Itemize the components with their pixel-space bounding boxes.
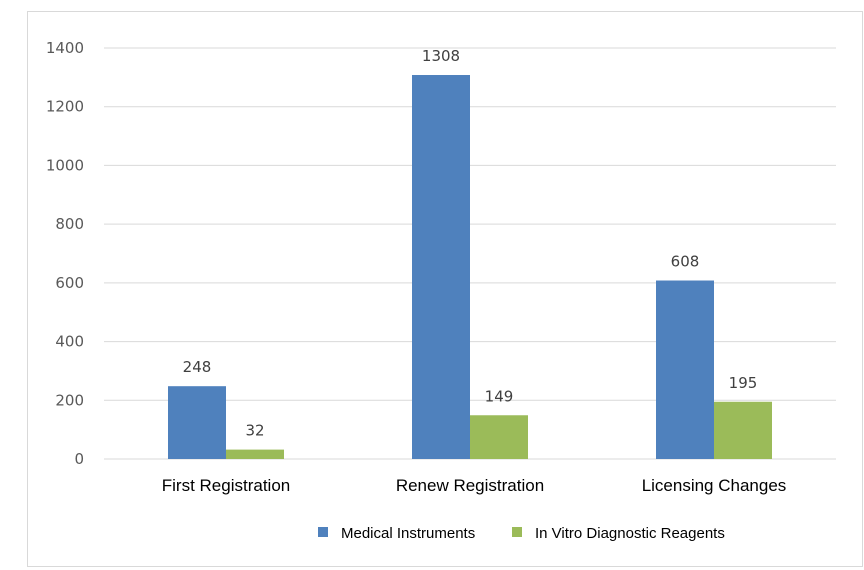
data-labels: 248 32 1308 149 608 195 bbox=[183, 47, 758, 440]
y-tick-label: 800 bbox=[55, 215, 84, 233]
bar bbox=[470, 415, 528, 459]
legend-label: In Vitro Diagnostic Reagents bbox=[535, 525, 725, 542]
x-category-label: Licensing Changes bbox=[642, 476, 787, 495]
legend-label: Medical Instruments bbox=[341, 525, 475, 542]
y-tick-label: 200 bbox=[55, 391, 84, 409]
data-label: 608 bbox=[671, 253, 700, 271]
y-axis-ticks: 0 200 400 600 800 1000 1200 1400 bbox=[46, 39, 84, 468]
y-tick-label: 1200 bbox=[46, 98, 84, 116]
bar bbox=[714, 401, 772, 459]
category-labels: First Registration Renew Registration Lice… bbox=[162, 476, 787, 495]
legend-swatch bbox=[512, 527, 522, 537]
bar bbox=[226, 449, 284, 459]
y-tick-label: 0 bbox=[74, 450, 84, 468]
x-category-label: First Registration bbox=[162, 476, 290, 495]
y-tick-label: 1000 bbox=[46, 156, 84, 174]
data-label: 248 bbox=[183, 358, 212, 376]
bar bbox=[412, 75, 470, 459]
y-tick-label: 400 bbox=[55, 333, 84, 351]
bars bbox=[168, 75, 772, 459]
data-label: 195 bbox=[729, 374, 758, 392]
bar bbox=[168, 386, 226, 459]
x-category-label: Renew Registration bbox=[396, 476, 544, 495]
legend-item: In Vitro Diagnostic Reagents bbox=[512, 525, 725, 542]
data-label: 149 bbox=[485, 387, 514, 405]
data-label: 32 bbox=[245, 422, 264, 440]
legend: Medical Instruments In Vitro Diagnostic R… bbox=[318, 525, 725, 542]
bar bbox=[656, 280, 714, 459]
y-tick-label: 600 bbox=[55, 274, 84, 292]
data-label: 1308 bbox=[422, 47, 460, 65]
y-tick-label: 1400 bbox=[46, 39, 84, 57]
legend-swatch bbox=[318, 527, 328, 537]
legend-item: Medical Instruments bbox=[318, 525, 475, 542]
